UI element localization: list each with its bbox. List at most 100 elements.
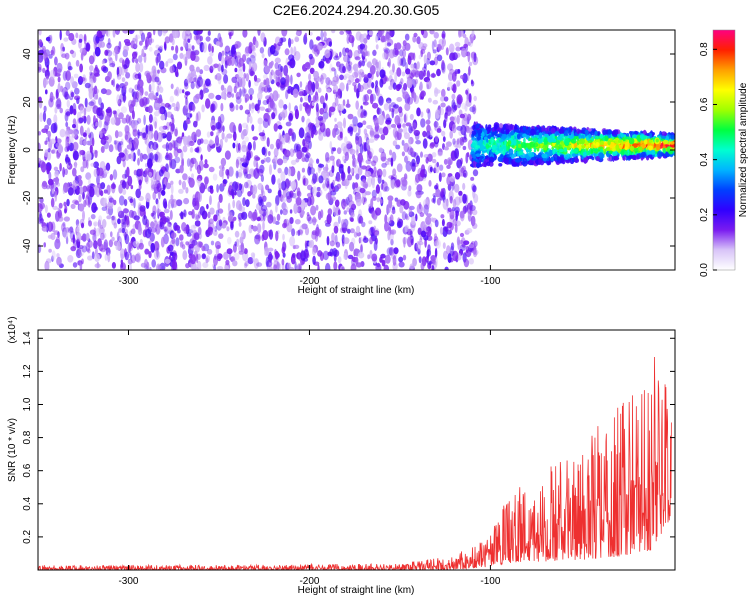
heatmap-cell bbox=[497, 156, 504, 163]
heatmap-cell bbox=[488, 156, 495, 164]
heatmap-cell bbox=[641, 143, 647, 149]
heatmap-cell bbox=[434, 134, 439, 143]
heatmap-cell bbox=[274, 220, 280, 225]
heatmap-cell bbox=[389, 214, 394, 224]
heatmap-cell bbox=[388, 75, 393, 83]
heatmap-cell bbox=[159, 60, 165, 70]
heatmap-cell bbox=[101, 219, 107, 228]
heatmap-cell bbox=[67, 254, 74, 263]
heatmap-cell bbox=[481, 131, 485, 137]
heatmap-cell bbox=[131, 88, 135, 98]
heatmap-cell bbox=[221, 64, 224, 73]
x-tick-label: -200 bbox=[299, 576, 319, 587]
heatmap-cell bbox=[96, 30, 103, 38]
heatmap-cell bbox=[186, 158, 191, 167]
heatmap-cell bbox=[338, 104, 345, 111]
heatmap-cell bbox=[135, 252, 141, 263]
heatmap-cell bbox=[507, 153, 510, 158]
y-tick-label: 0.2 bbox=[22, 530, 33, 544]
heatmap-cell bbox=[44, 52, 48, 63]
heatmap-cell bbox=[503, 157, 510, 164]
heatmap-cell bbox=[348, 35, 355, 44]
heatmap-cell bbox=[231, 181, 239, 192]
heatmap-cell bbox=[122, 30, 129, 34]
heatmap-cell bbox=[206, 203, 209, 210]
heatmap-cell bbox=[282, 233, 285, 241]
heatmap-cell bbox=[359, 143, 364, 155]
heatmap-cell bbox=[112, 169, 118, 180]
heatmap-cell bbox=[54, 176, 59, 186]
heatmap-cell bbox=[310, 205, 317, 216]
heatmap-cell bbox=[452, 72, 457, 82]
heatmap-cell bbox=[194, 220, 201, 227]
heatmap-cell bbox=[117, 210, 125, 219]
heatmap-cell bbox=[346, 99, 350, 107]
heatmap-cell bbox=[395, 144, 401, 150]
heatmap-cell bbox=[415, 70, 422, 76]
colorbar-tick-label: 0.0 bbox=[699, 263, 710, 277]
heatmap-cell bbox=[199, 234, 203, 239]
heatmap-cell bbox=[416, 184, 423, 193]
heatmap-cell bbox=[307, 166, 312, 176]
heatmap-cell bbox=[306, 192, 314, 198]
heatmap-cell bbox=[288, 128, 293, 137]
heatmap-cell bbox=[384, 186, 390, 192]
heatmap-cell bbox=[295, 144, 302, 152]
heatmap-cell bbox=[423, 70, 426, 77]
heatmap-cell bbox=[483, 139, 487, 144]
heatmap-cell bbox=[231, 93, 234, 98]
heatmap-cell bbox=[398, 256, 404, 263]
heatmap-cell bbox=[199, 206, 205, 216]
heatmap-cell bbox=[347, 254, 354, 260]
heatmap-cell bbox=[372, 49, 377, 57]
heatmap-cell bbox=[91, 251, 95, 260]
heatmap-cell bbox=[82, 150, 86, 162]
heatmap-cell bbox=[59, 128, 66, 138]
heatmap-cell bbox=[251, 102, 255, 110]
heatmap-cell bbox=[166, 111, 173, 118]
heatmap-cell bbox=[151, 210, 156, 220]
heatmap-cell bbox=[162, 184, 166, 191]
heatmap-cell bbox=[252, 225, 258, 232]
heatmap-cell bbox=[333, 206, 336, 216]
heatmap-cell bbox=[247, 257, 254, 265]
heatmap-cell bbox=[286, 262, 291, 270]
heatmap-cell bbox=[194, 205, 198, 210]
heatmap-cell bbox=[104, 115, 111, 123]
heatmap-cell bbox=[46, 165, 50, 175]
heatmap-cell bbox=[402, 45, 406, 51]
heatmap-cell bbox=[307, 96, 313, 103]
heatmap-cell bbox=[472, 169, 479, 177]
heatmap-cell bbox=[88, 55, 95, 65]
heatmap-cell bbox=[198, 241, 204, 248]
heatmap-cell bbox=[132, 128, 138, 137]
heatmap-cell bbox=[124, 234, 130, 245]
heatmap-cell bbox=[308, 31, 313, 36]
heatmap-cell bbox=[232, 142, 236, 149]
heatmap-cell bbox=[124, 147, 128, 155]
heatmap-cell bbox=[381, 34, 385, 42]
heatmap-cell bbox=[93, 168, 98, 178]
heatmap-cell bbox=[119, 93, 124, 103]
heatmap-cell bbox=[313, 70, 319, 79]
heatmap-cell bbox=[433, 261, 437, 270]
heatmap-cell bbox=[191, 173, 194, 180]
heatmap-cell bbox=[248, 61, 252, 70]
heatmap-cell bbox=[47, 148, 51, 153]
heatmap-cell bbox=[362, 82, 369, 90]
heatmap-cell bbox=[332, 247, 338, 257]
heatmap-cell bbox=[371, 180, 375, 189]
heatmap-cell bbox=[115, 84, 121, 92]
heatmap-cell bbox=[123, 39, 131, 44]
heatmap-cell bbox=[196, 146, 200, 151]
heatmap-cell bbox=[440, 96, 445, 102]
heatmap-cell bbox=[149, 124, 153, 133]
heatmap-cell bbox=[148, 130, 154, 140]
heatmap-cell bbox=[265, 95, 272, 100]
heatmap-cell bbox=[183, 226, 189, 234]
heatmap-cell bbox=[361, 71, 365, 78]
heatmap-cell bbox=[375, 207, 382, 216]
heatmap-cell bbox=[556, 127, 560, 132]
heatmap-cell bbox=[65, 30, 70, 37]
heatmap-cell bbox=[245, 73, 250, 82]
